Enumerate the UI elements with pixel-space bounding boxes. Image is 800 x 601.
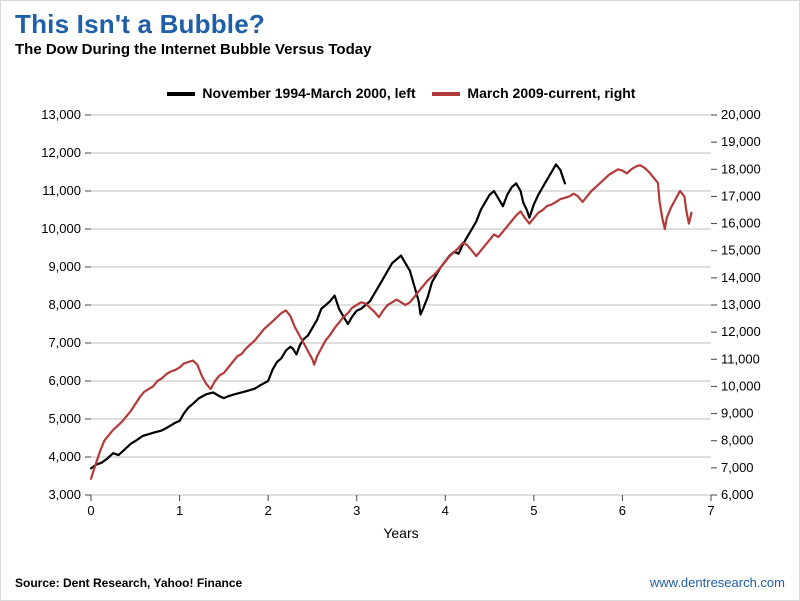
svg-text:6: 6 (619, 503, 626, 518)
legend-swatch-1 (167, 92, 195, 96)
svg-text:8,000: 8,000 (48, 297, 81, 312)
svg-text:10,000: 10,000 (41, 221, 81, 236)
svg-text:15,000: 15,000 (721, 243, 761, 258)
svg-text:10,000: 10,000 (721, 378, 761, 393)
svg-text:13,000: 13,000 (721, 297, 761, 312)
svg-text:7: 7 (707, 503, 714, 518)
legend-label-2: March 2009-current, right (467, 85, 635, 101)
svg-text:20,000: 20,000 (721, 107, 761, 122)
svg-text:7,000: 7,000 (48, 335, 81, 350)
svg-text:4: 4 (442, 503, 449, 518)
legend-item-2: March 2009-current, right (432, 85, 636, 101)
svg-text:12,000: 12,000 (721, 324, 761, 339)
chart-card: This Isn't a Bubble? The Dow During the … (0, 0, 800, 601)
svg-text:9,000: 9,000 (48, 259, 81, 274)
svg-text:0: 0 (87, 503, 94, 518)
svg-text:9,000: 9,000 (721, 406, 754, 421)
svg-text:5: 5 (530, 503, 537, 518)
svg-text:17,000: 17,000 (721, 188, 761, 203)
svg-text:12,000: 12,000 (41, 145, 81, 160)
source-citation: Source: Dent Research, Yahoo! Finance (15, 576, 242, 590)
svg-text:3,000: 3,000 (48, 487, 81, 502)
svg-text:11,000: 11,000 (721, 351, 760, 366)
legend: November 1994-March 2000, left March 200… (21, 85, 781, 101)
svg-text:4,000: 4,000 (48, 449, 81, 464)
svg-text:3: 3 (353, 503, 360, 518)
source-url: www.dentresearch.com (650, 575, 785, 590)
chart-subtitle: The Dow During the Internet Bubble Versu… (15, 41, 371, 58)
legend-swatch-2 (432, 92, 460, 96)
svg-text:19,000: 19,000 (721, 134, 761, 149)
svg-text:13,000: 13,000 (41, 107, 81, 122)
svg-text:18,000: 18,000 (721, 161, 761, 176)
svg-text:7,000: 7,000 (721, 460, 754, 475)
x-axis-label: Years (21, 525, 781, 541)
legend-label-1: November 1994-March 2000, left (202, 85, 415, 101)
svg-text:6,000: 6,000 (48, 373, 81, 388)
legend-item-1: November 1994-March 2000, left (167, 85, 416, 101)
svg-text:8,000: 8,000 (721, 433, 754, 448)
svg-text:5,000: 5,000 (48, 411, 81, 426)
svg-text:1: 1 (176, 503, 183, 518)
svg-text:2: 2 (265, 503, 272, 518)
chart-svg: 3,000 4,000 5,000 6,000 7,000 8,000 9,000 10,00… (21, 105, 781, 535)
svg-text:14,000: 14,000 (721, 270, 761, 285)
svg-text:16,000: 16,000 (721, 216, 761, 231)
chart-title: This Isn't a Bubble? (15, 9, 265, 40)
chart-area: November 1994-March 2000, left March 200… (21, 81, 781, 541)
svg-text:11,000: 11,000 (42, 183, 81, 198)
svg-text:6,000: 6,000 (721, 487, 754, 502)
